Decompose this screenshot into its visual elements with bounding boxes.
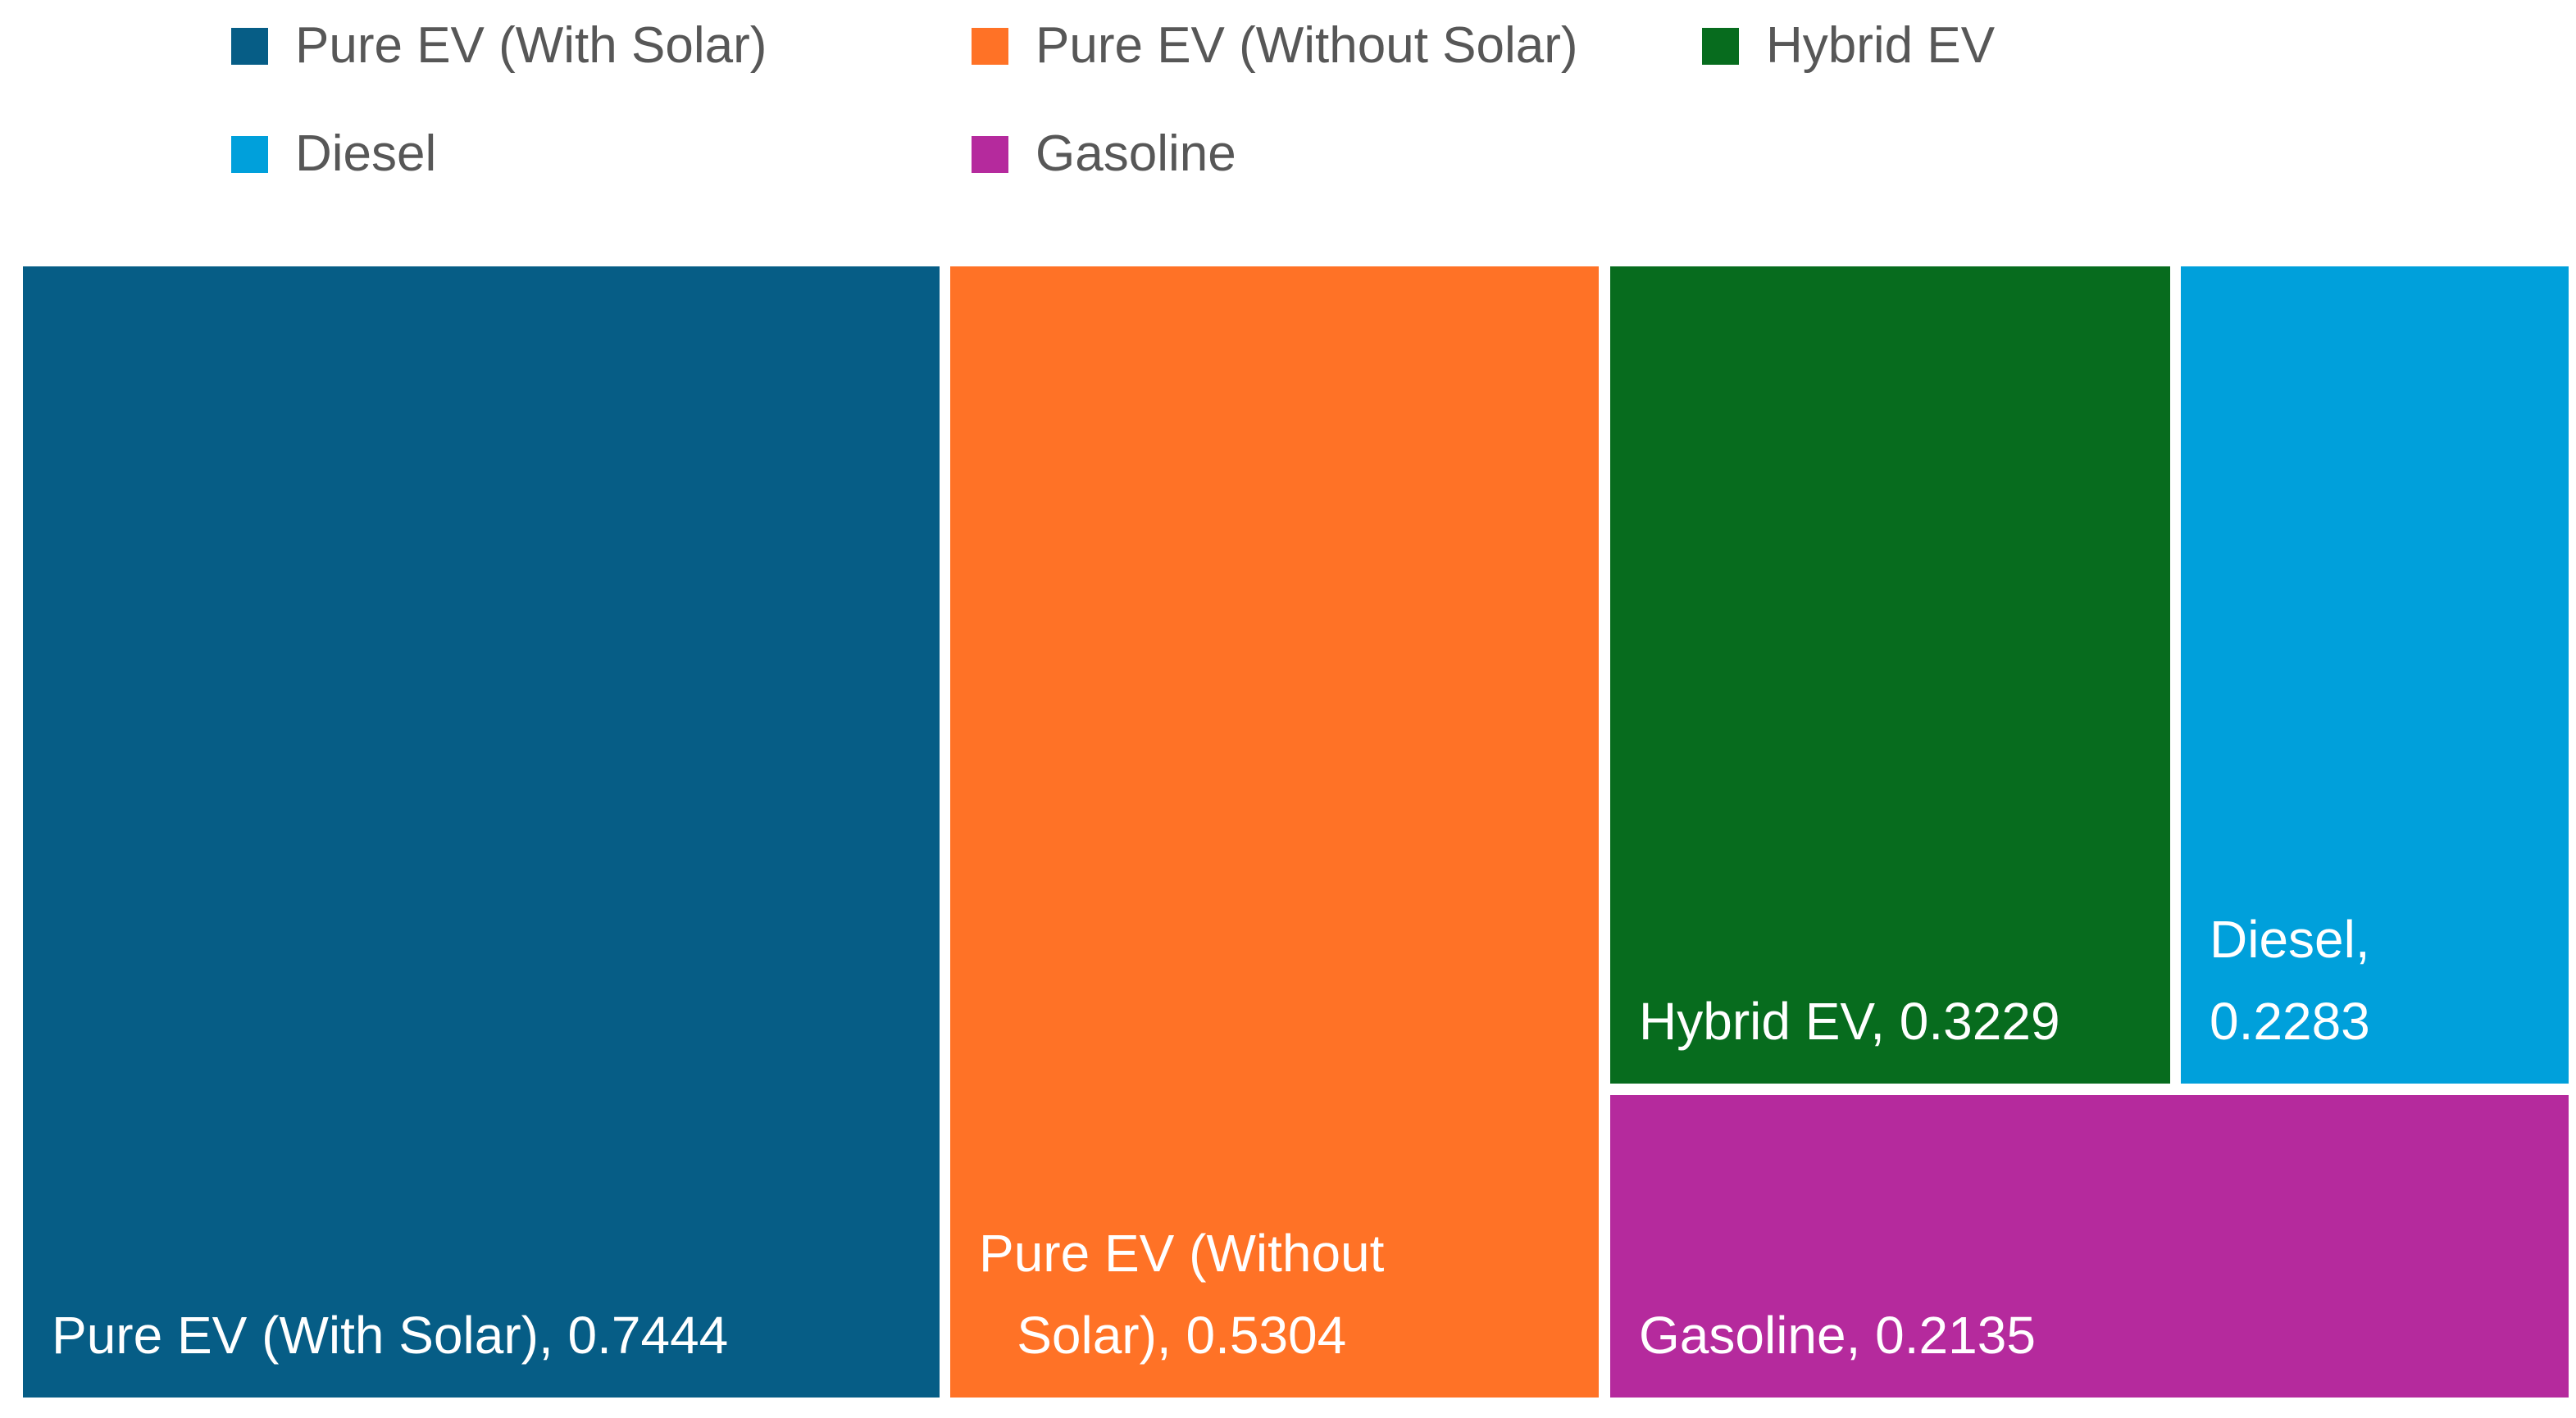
- legend-item-diesel: Diesel: [231, 125, 972, 184]
- legend-swatch-icon: [972, 135, 1008, 173]
- legend-label: Pure EV (With Solar): [295, 17, 767, 74]
- legend-label: Hybrid EV: [1766, 17, 1996, 74]
- legend-label: Pure EV (Without Solar): [1035, 17, 1578, 74]
- data-label: Pure EV (Without Solar), 0.5304: [979, 1224, 1385, 1365]
- treemap-plot-area: Pure EV (With Solar), 0.7444 Pure EV (Wi…: [23, 266, 2569, 1398]
- legend-item-pure-ev-with-solar: Pure EV (With Solar): [231, 16, 972, 75]
- legend-item-pure-ev-without-solar: Pure EV (Without Solar): [972, 16, 1702, 75]
- legend-swatch-icon: [231, 135, 268, 173]
- treemap-tile-gasoline: Gasoline, 0.2135: [1610, 1095, 2569, 1398]
- legend-item-hybrid-ev: Hybrid EV: [1702, 16, 1995, 75]
- legend-swatch-icon: [231, 27, 268, 65]
- legend-label: Diesel: [295, 125, 437, 182]
- data-label: Diesel, 0.2283: [2210, 910, 2370, 1051]
- chart-legend: Pure EV (With Solar) Pure EV (Without So…: [231, 16, 1995, 184]
- data-label: Hybrid EV, 0.3229: [1639, 992, 2060, 1051]
- legend-swatch-icon: [972, 27, 1008, 65]
- legend-swatch-icon: [1702, 27, 1739, 65]
- legend-label: Gasoline: [1035, 125, 1236, 182]
- treemap-tile-diesel: Diesel, 0.2283: [2181, 266, 2569, 1084]
- data-label: Gasoline, 0.2135: [1639, 1306, 2036, 1365]
- treemap-tile-pure-ev-without-solar: Pure EV (Without Solar), 0.5304: [950, 266, 1599, 1398]
- data-label: Pure EV (With Solar), 0.7444: [52, 1306, 729, 1365]
- treemap-tile-hybrid-ev: Hybrid EV, 0.3229: [1610, 266, 2170, 1084]
- legend-item-gasoline: Gasoline: [972, 125, 1702, 184]
- treemap-tile-pure-ev-with-solar: Pure EV (With Solar), 0.7444: [23, 266, 940, 1398]
